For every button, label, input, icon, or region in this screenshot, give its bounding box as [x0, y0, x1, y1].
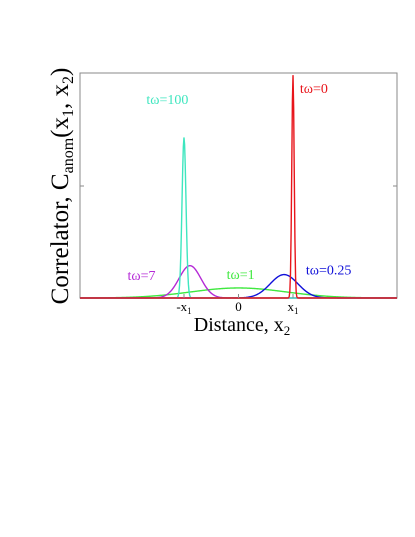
series-line-0	[80, 287, 397, 299]
y-axis-label-close: )	[47, 68, 74, 76]
y-axis-label-sub2: 2	[60, 76, 77, 84]
series-label-3: tω=7	[128, 269, 156, 284]
x-tick-label-2: x1	[288, 299, 299, 316]
series-label-2: tω=0.25	[306, 264, 352, 279]
y-axis-label-sub-anom: anom	[60, 137, 77, 173]
x-axis-label-text: Distance, x	[194, 314, 284, 336]
y-axis-label-comma: , x	[47, 84, 74, 110]
x-axis-label-subscript: 2	[284, 323, 291, 338]
x-tick-label-1: 0	[235, 299, 242, 314]
x-tick-layer: -x1 0 x1	[176, 294, 299, 316]
series-label-layer: tω=0 tω=100 tω=0.25 tω=7 tω=1	[128, 82, 352, 284]
x-axis-label: Distance, x2	[194, 314, 290, 338]
y-axis-label: Correlator, Canom(x1, x2)	[47, 68, 77, 305]
series-label-4: tω=1	[227, 268, 255, 283]
series-label-0: tω=0	[300, 82, 328, 97]
y-axis-label-sub1: 1	[60, 109, 77, 117]
y-axis-label-prefix: Correlator, C	[47, 173, 74, 304]
series-label-1: tω=100	[146, 93, 188, 108]
x-tick-label-0: -x1	[176, 299, 191, 316]
y-axis-label-open: (x	[47, 117, 74, 138]
